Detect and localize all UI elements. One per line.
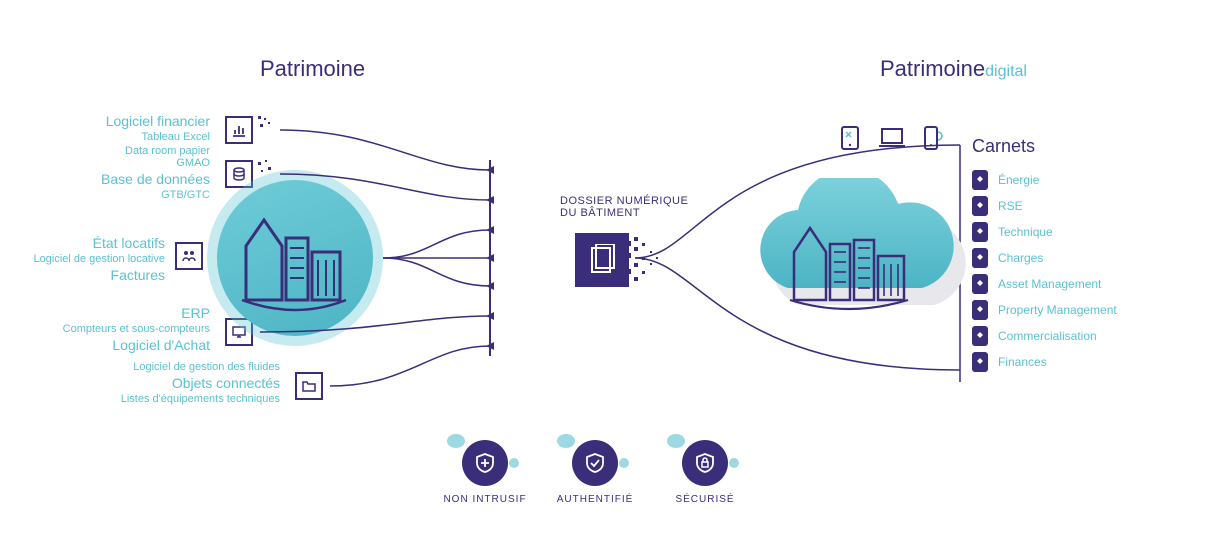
- feature-label: SÉCURISÉ: [660, 494, 750, 505]
- source-next-main: Factures: [0, 266, 165, 284]
- source-group-erp: ERP Compteurs et sous-compteurs Logiciel…: [20, 304, 210, 355]
- left-title: Patrimoine: [260, 56, 365, 82]
- carnet-row: Finances: [972, 352, 1047, 372]
- carnet-label: Property Management: [998, 303, 1117, 317]
- carnet-row: Asset Management: [972, 274, 1101, 294]
- tablet-icon: [836, 124, 864, 152]
- feature-shield-lock: SÉCURISÉ: [660, 440, 750, 505]
- cloud-building-icon: [778, 210, 928, 320]
- dossier-icon: [575, 233, 629, 287]
- carnets-title-text: Carnets: [972, 136, 1035, 156]
- source-main: Logiciel financier: [20, 112, 210, 130]
- feature-cloud-dot: [619, 458, 629, 468]
- source-group-fin: Logiciel financier Tableau Excel Data ro…: [20, 112, 210, 159]
- carnet-label: RSE: [998, 199, 1023, 213]
- carnet-row: Property Management: [972, 300, 1117, 320]
- shield-lock-icon: [682, 440, 728, 486]
- right-title: Patrimoinedigital: [880, 56, 1027, 82]
- carnet-label: Énergie: [998, 173, 1039, 187]
- dossier-line2: DU BÂTIMENT: [560, 207, 688, 219]
- feature-shield-check: AUTHENTIFIÉ: [550, 440, 640, 505]
- source-sub: GMAO: [20, 156, 210, 170]
- laptop-icon: [876, 124, 908, 152]
- left-title-text: Patrimoine: [260, 56, 365, 81]
- feature-label: NON INTRUSIF: [440, 494, 530, 505]
- source-sub: Logiciel de gestion locative: [0, 252, 165, 266]
- people-icon: [175, 242, 203, 270]
- source-group-loc: État locatifs Logiciel de gestion locati…: [0, 234, 165, 285]
- right-title-suffix: digital: [985, 63, 1027, 80]
- carnet-row: RSE: [972, 196, 1023, 216]
- source-group-iot: Logiciel de gestion des fluides Objets c…: [20, 360, 280, 407]
- shield-check-icon: [572, 440, 618, 486]
- source-group-db: GMAO Base de données GTB/GTC: [20, 156, 210, 203]
- source-sub: Logiciel de gestion des fluides: [20, 360, 280, 374]
- carnet-row: Énergie: [972, 170, 1039, 190]
- carnet-label: Asset Management: [998, 277, 1101, 291]
- carnet-label: Technique: [998, 225, 1053, 239]
- carnet-badge-icon: [972, 248, 988, 268]
- source-sub: Tableau Excel: [20, 130, 210, 144]
- feature-cloud-dot: [729, 458, 739, 468]
- source-sub: GTB/GTC: [20, 188, 210, 202]
- carnet-label: Charges: [998, 251, 1043, 265]
- shield-cross-icon: [462, 440, 508, 486]
- carnet-row: Commercialisation: [972, 326, 1097, 346]
- feature-cloud-dot: [667, 434, 685, 448]
- carnets-title: Carnets: [972, 136, 1035, 157]
- carnet-badge-icon: [972, 274, 988, 294]
- source-main: Base de données: [20, 170, 210, 188]
- source-next-main: Logiciel d'Achat: [20, 336, 210, 354]
- source-main: État locatifs: [0, 234, 165, 252]
- carnet-badge-icon: [972, 196, 988, 216]
- carnet-row: Charges: [972, 248, 1043, 268]
- phone-icon: [918, 124, 944, 152]
- feature-shield-cross: NON INTRUSIF: [440, 440, 530, 505]
- pixel-dots-icon: [256, 114, 274, 134]
- chart-icon: [225, 116, 253, 144]
- carnet-badge-icon: [972, 326, 988, 346]
- carnet-badge-icon: [972, 300, 988, 320]
- feature-cloud-dot: [447, 434, 465, 448]
- building-icon: [232, 200, 360, 320]
- pixel-dissolve-icon: [626, 233, 666, 287]
- carnet-row: Technique: [972, 222, 1053, 242]
- source-sub: Compteurs et sous-compteurs: [20, 322, 210, 336]
- feature-label: AUTHENTIFIÉ: [550, 494, 640, 505]
- source-main: ERP: [20, 304, 210, 322]
- feature-cloud-dot: [557, 434, 575, 448]
- carnet-label: Finances: [998, 355, 1047, 369]
- dossier-label: DOSSIER NUMÉRIQUE DU BÂTIMENT: [560, 195, 688, 219]
- carnet-badge-icon: [972, 222, 988, 242]
- carnet-badge-icon: [972, 170, 988, 190]
- carnet-label: Commercialisation: [998, 329, 1097, 343]
- source-next-main: Listes d'équipements techniques: [20, 392, 280, 406]
- dossier-line1: DOSSIER NUMÉRIQUE: [560, 195, 688, 207]
- right-title-prefix: Patrimoine: [880, 56, 985, 81]
- source-main: Objets connectés: [20, 374, 280, 392]
- carnet-badge-icon: [972, 352, 988, 372]
- feature-cloud-dot: [509, 458, 519, 468]
- folder-icon: [295, 372, 323, 400]
